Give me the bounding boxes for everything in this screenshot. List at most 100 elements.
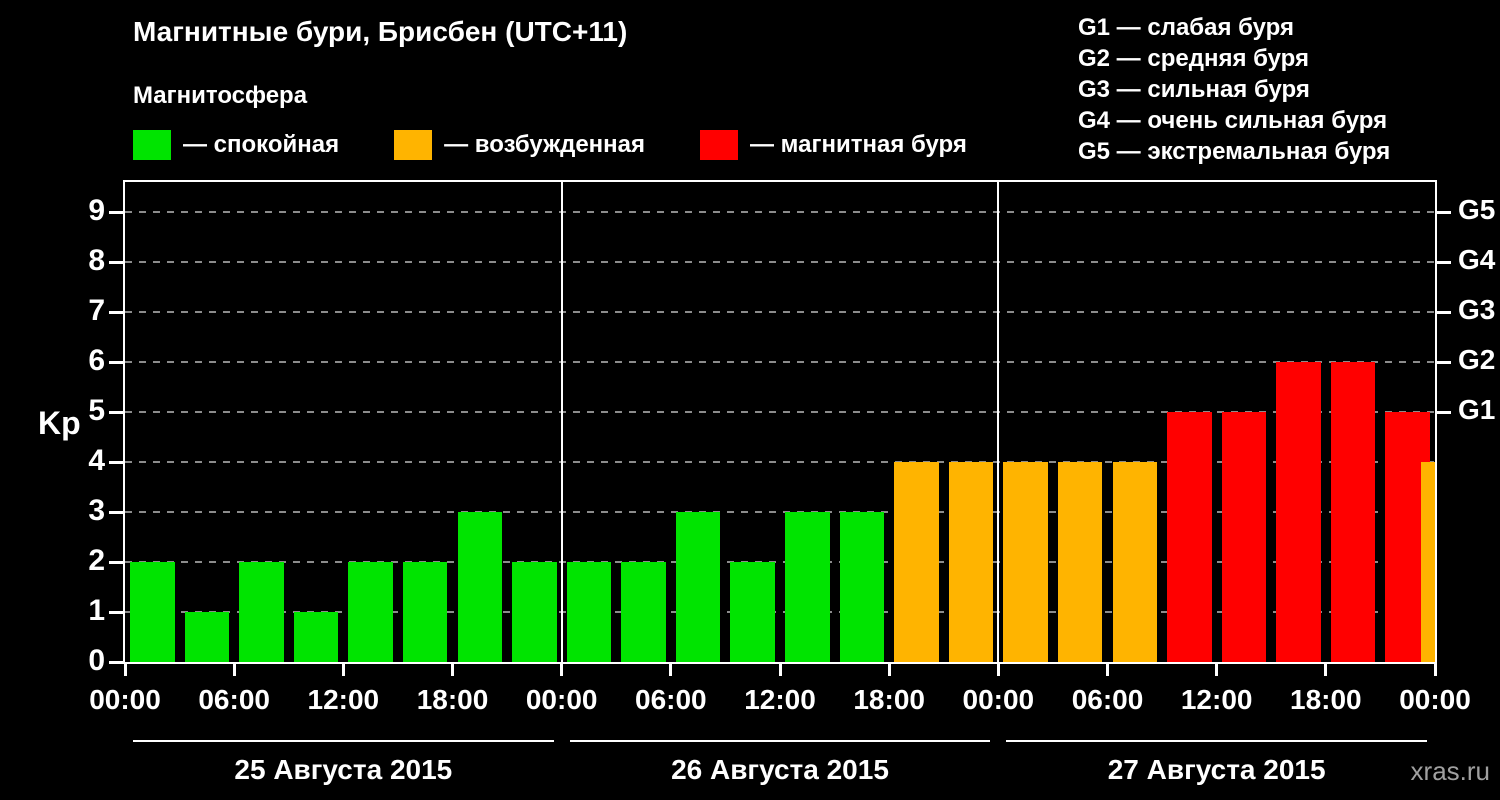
kp-bar — [1003, 462, 1048, 662]
magnetosphere-label: Магнитосфера — [133, 82, 308, 109]
plot-area — [123, 180, 1437, 664]
g-scale-item-g3: G3 — сильная буря — [1078, 76, 1310, 103]
x-tick-label: 00:00 — [525, 684, 598, 715]
watermark: xras.ru — [1410, 756, 1490, 786]
gridline-kp-3 — [125, 511, 1435, 513]
y-tick-label-2: 2 — [88, 544, 105, 577]
x-axis-tick — [778, 664, 782, 676]
g-scale-item-g2: G2 — средняя буря — [1078, 45, 1309, 72]
x-axis-tick — [996, 664, 1000, 676]
kp-bar — [402, 562, 448, 662]
kp-bar — [948, 462, 994, 662]
legend-item-storm: — магнитная буря — [700, 130, 967, 160]
kp-bar — [1421, 462, 1435, 662]
y-axis-tick — [109, 510, 123, 514]
kp-bar — [839, 512, 885, 662]
gridline-kp-7 — [125, 311, 1435, 313]
gridline-kp-8 — [125, 261, 1435, 263]
kp-bar — [1276, 362, 1321, 662]
gridline-kp-1 — [125, 611, 1435, 613]
y-tick-label-7: 7 — [88, 294, 105, 327]
x-axis-tick — [1215, 664, 1219, 676]
kp-bar — [512, 562, 557, 662]
y-tick-label-4: 4 — [88, 444, 105, 477]
legend-label-storm: — магнитная буря — [750, 131, 967, 158]
day-boundary-line — [997, 182, 1000, 662]
day-bracket-line — [569, 740, 991, 742]
x-axis-tick — [1433, 664, 1437, 676]
storm-color-swatch — [700, 130, 739, 160]
y-tick-label-9: 9 — [88, 194, 105, 227]
day-label: 26 Августа 2015 — [671, 754, 889, 785]
kp-bar — [785, 512, 830, 662]
right-axis-label-g1: G1 — [1458, 394, 1496, 425]
color-legend: — спокойная — возбужденная — магнитная бур… — [133, 130, 1022, 160]
kp-bar — [566, 562, 612, 662]
x-tick-label: 12:00 — [744, 684, 816, 715]
x-tick-label: 18:00 — [1290, 684, 1362, 715]
day-bracket-line — [1006, 740, 1427, 742]
kp-bar — [675, 512, 721, 662]
legend-label-quiet: — спокойная — [183, 131, 340, 158]
x-axis-tick — [1324, 664, 1328, 676]
kp-bar — [293, 612, 339, 662]
x-axis-tick — [123, 664, 127, 676]
y-tick-label-3: 3 — [88, 494, 105, 527]
y-tick-label-6: 6 — [88, 344, 105, 377]
y-tick-label-5: 5 — [88, 394, 105, 427]
day-label: 27 Августа 2015 — [1107, 754, 1326, 785]
right-axis-label-g5: G5 — [1458, 194, 1496, 225]
x-tick-label: 06:00 — [635, 684, 707, 715]
x-tick-label: 18:00 — [416, 684, 489, 715]
y-tick-label-8: 8 — [88, 244, 105, 277]
chart-title: Магнитные бури, Брисбен (UTC+11) — [133, 16, 628, 47]
x-axis-tick — [560, 664, 564, 676]
right-axis-tick — [1437, 410, 1451, 414]
kp-bar — [348, 562, 393, 662]
kp-bar — [1330, 362, 1376, 662]
x-tick-label: 12:00 — [1180, 684, 1253, 715]
right-axis-tick — [1437, 310, 1451, 314]
g-scale-item-g5: G5 — экстремальная буря — [1078, 138, 1391, 165]
y-axis-tick — [109, 660, 123, 664]
kp-bar — [621, 562, 666, 662]
kp-bar — [457, 512, 503, 662]
gridline-kp-2 — [125, 561, 1435, 563]
x-axis-tick — [669, 664, 673, 676]
kp-bar — [1112, 462, 1158, 662]
right-axis-tick — [1437, 360, 1451, 364]
y-axis-tick — [109, 260, 123, 264]
x-axis-tick — [232, 664, 236, 676]
gridline-kp-5 — [125, 411, 1435, 413]
kp-bar — [184, 612, 230, 662]
right-axis-label-g2: G2 — [1458, 344, 1496, 375]
right-axis-tick — [1437, 260, 1451, 264]
y-axis-tick — [109, 610, 123, 614]
y-axis-title: Kp — [38, 405, 81, 441]
x-tick-label: 12:00 — [307, 684, 380, 715]
legend-item-quiet: — спокойная — [133, 130, 339, 160]
y-tick-label-1: 1 — [88, 594, 105, 627]
y-axis-tick — [109, 560, 123, 564]
x-tick-label: 18:00 — [853, 684, 925, 715]
y-tick-label-0: 0 — [88, 644, 105, 677]
right-axis-tick — [1437, 210, 1451, 214]
legend-item-active: — возбужденная — [394, 130, 645, 160]
gridline-kp-4 — [125, 461, 1435, 463]
kp-bar — [894, 462, 939, 662]
active-color-swatch — [394, 130, 433, 160]
x-axis-tick — [451, 664, 454, 676]
x-tick-label: 06:00 — [198, 684, 270, 715]
gridline-kp-9 — [125, 211, 1435, 213]
day-label: 25 Августа 2015 — [234, 754, 453, 785]
x-tick-label: 00:00 — [962, 684, 1035, 715]
y-axis-tick — [109, 310, 123, 314]
x-axis-tick — [1106, 664, 1109, 676]
right-axis-label-g4: G4 — [1458, 244, 1496, 275]
kp-bar — [1221, 412, 1267, 662]
gridline-kp-6 — [125, 361, 1435, 363]
g-scale-item-g4: G4 — очень сильная буря — [1078, 107, 1388, 134]
kp-bar — [1057, 462, 1103, 662]
kp-bar — [130, 562, 175, 662]
